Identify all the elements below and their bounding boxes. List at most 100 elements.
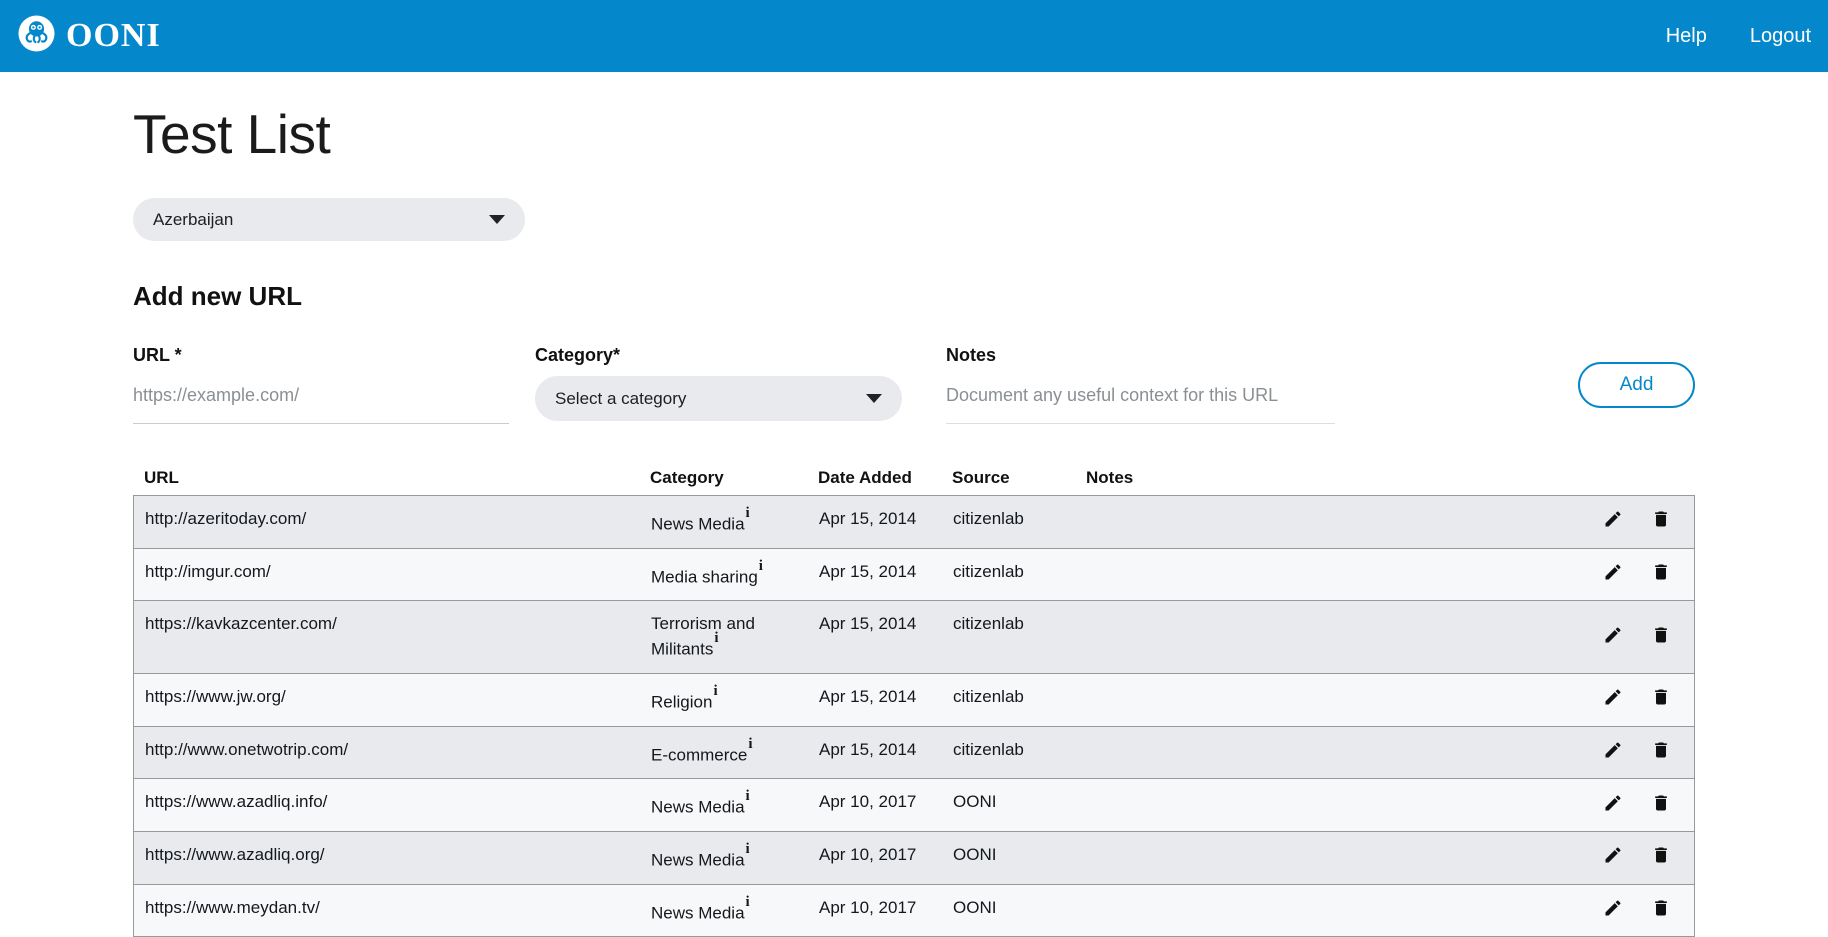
category-info-icon[interactable]: i — [745, 505, 750, 521]
country-select[interactable]: Azerbaijan — [133, 198, 525, 241]
category-info-icon[interactable]: i — [745, 893, 750, 910]
pencil-icon — [1603, 562, 1623, 587]
row-notes — [1087, 779, 1576, 831]
row-category: E-commercei — [651, 727, 819, 779]
category-select[interactable]: Select a category — [535, 376, 902, 421]
main-content: Test List Azerbaijan Add new URL URL * C… — [0, 102, 1828, 937]
row-notes — [1087, 727, 1576, 779]
delete-button[interactable] — [1650, 794, 1672, 816]
delete-button[interactable] — [1650, 741, 1672, 763]
row-url: https://kavkazcenter.com/ — [145, 614, 337, 634]
category-select-value: Select a category — [555, 388, 687, 408]
category-info-icon[interactable]: i — [745, 788, 750, 805]
row-actions — [1576, 832, 1694, 884]
url-input[interactable] — [133, 367, 509, 424]
row-category-label: Media sharing — [651, 567, 758, 587]
row-category-label: E-commerce — [651, 745, 748, 765]
row-category-label: News Media — [651, 850, 745, 870]
row-source: citizenlab — [953, 686, 1024, 706]
logout-link[interactable]: Logout — [1749, 24, 1811, 47]
delete-button[interactable] — [1650, 563, 1672, 585]
row-actions — [1576, 727, 1694, 779]
category-field-group: Category* Select a category — [535, 345, 902, 421]
row-url: http://www.onetwotrip.com/ — [145, 739, 349, 759]
category-info-icon[interactable]: i — [745, 840, 750, 857]
row-date-added: Apr 15, 2014 — [819, 509, 917, 528]
row-notes — [1087, 832, 1576, 884]
row-source: citizenlab — [953, 614, 1024, 634]
pencil-icon — [1603, 740, 1623, 765]
column-header-notes: Notes — [1086, 467, 1134, 487]
table-row: http://imgur.com/ Media sharingi Apr 15,… — [134, 548, 1694, 602]
row-category: News Mediai — [651, 496, 819, 548]
row-category: Terrorism and Militantsi — [651, 601, 819, 673]
delete-button[interactable] — [1650, 899, 1672, 921]
delete-button[interactable] — [1650, 689, 1672, 711]
row-category-label: News Media — [651, 797, 745, 817]
trash-icon — [1651, 562, 1671, 587]
category-info-icon[interactable]: i — [758, 557, 763, 574]
trash-icon — [1651, 793, 1671, 818]
delete-button[interactable] — [1650, 847, 1672, 869]
add-url-form: URL * Category* Select a category Notes … — [133, 345, 1695, 424]
delete-button[interactable] — [1650, 511, 1672, 533]
row-category: Media sharingi — [651, 549, 819, 601]
table-row: https://kavkazcenter.com/ Terrorism and … — [134, 601, 1694, 674]
brand-wordmark: OONI — [66, 17, 161, 54]
pencil-icon — [1603, 793, 1623, 818]
table-row: https://www.jw.org/ Religioni Apr 15, 20… — [134, 673, 1694, 727]
row-category-label: News Media — [651, 903, 745, 923]
trash-icon — [1651, 898, 1671, 923]
row-date-added: Apr 10, 2017 — [819, 897, 917, 917]
row-actions — [1576, 601, 1694, 673]
pencil-icon — [1603, 625, 1623, 650]
row-notes — [1087, 549, 1576, 601]
table-row: https://www.azadliq.info/ News Mediai Ap… — [134, 779, 1694, 832]
row-category-label: Religion — [651, 692, 713, 712]
row-source: citizenlab — [953, 739, 1024, 759]
ooni-logo[interactable]: OONI — [18, 15, 161, 57]
row-date-added: Apr 15, 2014 — [819, 614, 917, 634]
url-table: URL Category Date Added Source Notes htt… — [133, 460, 1695, 937]
edit-button[interactable] — [1602, 847, 1624, 869]
row-source: OONI — [953, 897, 997, 917]
category-label: Category* — [535, 345, 621, 365]
row-url: http://azeritoday.com/ — [145, 509, 307, 528]
ooni-octopus-icon — [18, 15, 55, 57]
row-category-label: News Media — [651, 514, 745, 534]
table-body: http://azeritoday.com/ News Mediai Apr 1… — [133, 495, 1695, 937]
column-header-url: URL — [144, 467, 179, 487]
delete-button[interactable] — [1650, 626, 1672, 648]
category-info-icon[interactable]: i — [714, 630, 719, 647]
pencil-icon — [1603, 687, 1623, 712]
table-row: http://azeritoday.com/ News Mediai Apr 1… — [134, 496, 1694, 549]
help-link[interactable]: Help — [1665, 24, 1707, 47]
edit-button[interactable] — [1602, 626, 1624, 648]
add-button[interactable]: Add — [1578, 362, 1695, 408]
table-row: https://www.meydan.tv/ News Mediai Apr 1… — [134, 884, 1694, 937]
row-date-added: Apr 10, 2017 — [819, 792, 917, 812]
notes-input[interactable] — [946, 367, 1335, 424]
row-url: https://www.meydan.tv/ — [145, 897, 320, 917]
row-date-added: Apr 15, 2014 — [819, 561, 917, 581]
edit-button[interactable] — [1602, 794, 1624, 816]
row-date-added: Apr 15, 2014 — [819, 739, 917, 759]
edit-button[interactable] — [1602, 511, 1624, 533]
trash-icon — [1651, 740, 1671, 765]
row-notes — [1087, 496, 1576, 548]
edit-button[interactable] — [1602, 741, 1624, 763]
row-date-added: Apr 15, 2014 — [819, 686, 917, 706]
row-category: News Mediai — [651, 779, 819, 831]
row-url: https://www.azadliq.org/ — [145, 844, 325, 864]
row-actions — [1576, 885, 1694, 937]
edit-button[interactable] — [1602, 563, 1624, 585]
category-info-icon[interactable]: i — [713, 682, 718, 699]
category-info-icon[interactable]: i — [748, 735, 753, 752]
page-title: Test List — [133, 103, 331, 165]
edit-button[interactable] — [1602, 899, 1624, 921]
row-url: https://www.azadliq.info/ — [145, 792, 328, 812]
top-navbar: OONI Help Logout — [0, 0, 1828, 72]
edit-button[interactable] — [1602, 689, 1624, 711]
table-header: URL Category Date Added Source Notes — [133, 460, 1695, 495]
row-notes — [1087, 601, 1576, 673]
